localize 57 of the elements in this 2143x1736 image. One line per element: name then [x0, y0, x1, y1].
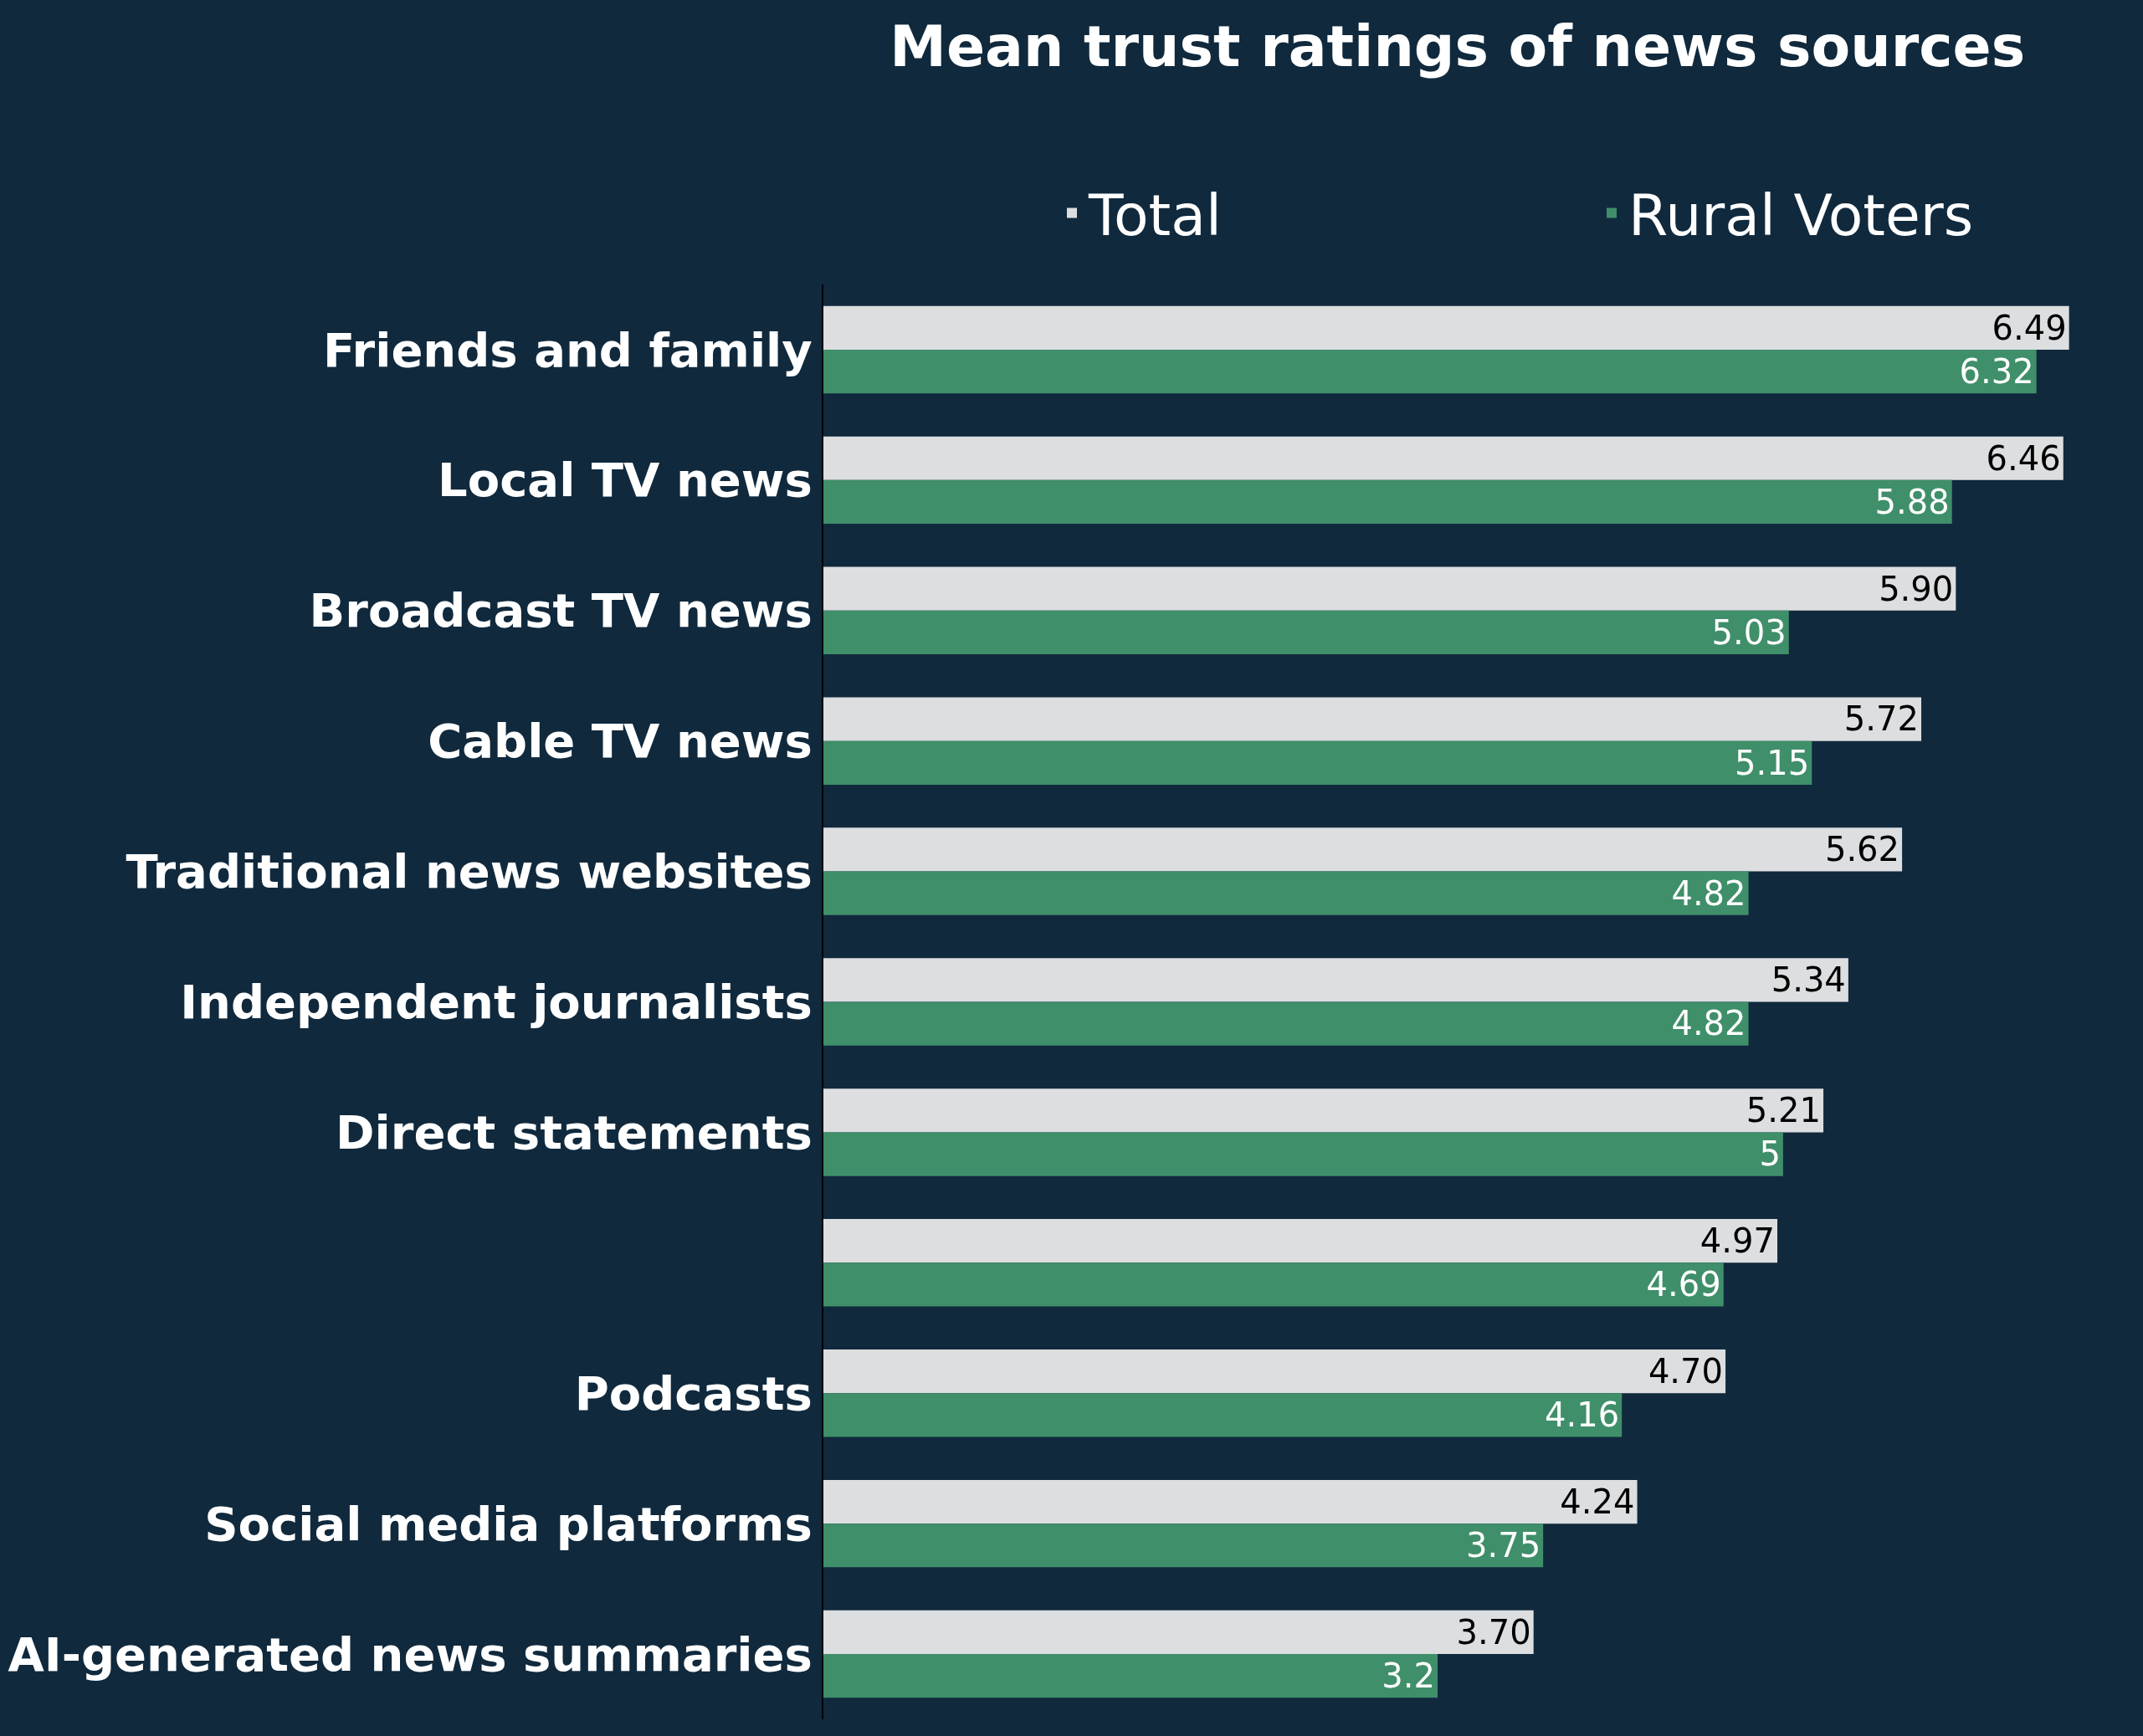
bar [823, 958, 1848, 1002]
bar [823, 1349, 1726, 1394]
data-label: 4.69 [1646, 1265, 1721, 1304]
bar [823, 610, 1789, 654]
data-label: 4.82 [1671, 1004, 1746, 1043]
bar [823, 1479, 1638, 1524]
data-label: 5.88 [1874, 482, 1950, 521]
bar [823, 827, 1903, 872]
data-label: 3.75 [1465, 1526, 1541, 1565]
bar [823, 1132, 1783, 1176]
data-label: 4.24 [1560, 1482, 1635, 1521]
bar [823, 1262, 1724, 1307]
bar [823, 871, 1749, 915]
data-label: 3.2 [1382, 1657, 1435, 1696]
data-label: 6.32 [1959, 351, 2034, 391]
data-label: 4.97 [1700, 1221, 1775, 1261]
y-tick-label: Cable TV news [428, 714, 813, 769]
bar [823, 1088, 1824, 1133]
bar [823, 349, 2037, 394]
data-label: 4.16 [1545, 1395, 1620, 1435]
data-label: 5.72 [1843, 699, 1920, 739]
bar [823, 1219, 1777, 1263]
y-tick-label: Friends and family [322, 322, 813, 377]
y-tick-label: Broadcast TV news [309, 583, 813, 638]
y-tick-label: Social media platforms [204, 1496, 813, 1551]
data-label: 5 [1759, 1134, 1781, 1174]
data-label: 5.03 [1711, 612, 1787, 652]
y-tick-label: Local TV news [438, 453, 813, 508]
data-label: 5.34 [1771, 960, 1846, 1000]
bar [823, 479, 1952, 525]
bar [823, 740, 1812, 785]
y-tick-label: AI-generated news summaries [8, 1626, 813, 1682]
bar [823, 1654, 1438, 1698]
y-tick-label: Independent journalists [180, 975, 813, 1030]
data-label: 5.15 [1735, 743, 1810, 782]
data-label: 4.82 [1671, 873, 1746, 913]
data-label: 5.90 [1879, 569, 1954, 608]
y-tick-label: Direct statements [336, 1105, 813, 1160]
data-label: 5.21 [1746, 1091, 1822, 1130]
y-tick-label: Podcasts [574, 1365, 813, 1421]
data-label: 6.49 [1992, 308, 2067, 347]
legend-label: Rural Voters [1628, 182, 1974, 248]
bar [823, 1610, 1534, 1655]
bar [823, 1393, 1623, 1437]
bar [823, 1523, 1544, 1568]
bar [823, 1001, 1749, 1046]
legend-label: Total [1088, 182, 1222, 248]
data-label: 4.70 [1648, 1351, 1724, 1390]
data-label: 5.62 [1824, 830, 1900, 869]
chart-title: Mean trust ratings of news sources [889, 13, 2026, 79]
data-label: 6.46 [1986, 438, 2061, 478]
data-label: 3.70 [1456, 1612, 1531, 1652]
bar [823, 436, 2064, 480]
y-tick-label: Traditional news websites [126, 844, 813, 899]
bar [823, 697, 1922, 741]
bar [823, 566, 1956, 611]
bar [823, 305, 2069, 350]
